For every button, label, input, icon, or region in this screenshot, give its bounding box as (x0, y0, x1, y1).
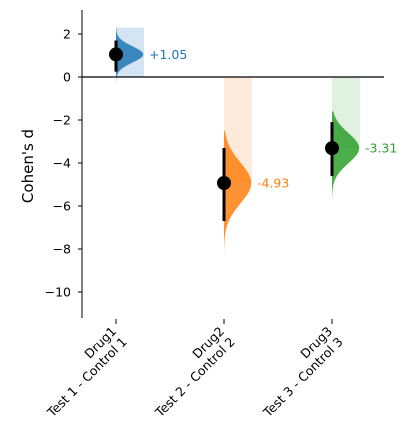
effect-label-2: -4.93 (257, 175, 289, 190)
y-tick-label: −4 (53, 156, 71, 171)
bootstrap-distributions (116, 24, 360, 292)
effect-bands (116, 27, 360, 183)
y-tick-label: −8 (53, 242, 71, 257)
effect-point-1 (109, 47, 123, 62)
distribution-2 (224, 130, 252, 292)
distribution-3 (332, 111, 360, 217)
y-axis-ticks: 2 0 −2 −4 −6 −8 −10 (45, 27, 82, 300)
y-tick-label: 0 (63, 70, 71, 85)
y-tick-label: 2 (63, 27, 71, 42)
y-tick-label: −6 (53, 199, 71, 214)
distribution-1 (116, 24, 144, 84)
x-tick-label-2: Drug2Test 2 - Control 2 (141, 324, 238, 421)
x-tick-label-3: Drug3Test 3 - Control 3 (249, 324, 346, 421)
x-tick-label-1: Drug1Test 1 - Control 1 (33, 324, 130, 421)
effect-markers: +1.05 -4.93 -3.31 (109, 40, 397, 222)
effect-label-3: -3.31 (365, 141, 397, 156)
y-axis-label: Cohen's d (19, 129, 37, 203)
effect-point-3 (325, 141, 339, 156)
effect-point-2 (217, 175, 231, 190)
effect-label-1: +1.05 (149, 47, 187, 62)
x-axis-ticks: Drug1Test 1 - Control 1 Drug2Test 2 - Con… (33, 319, 346, 421)
y-tick-label: −10 (45, 285, 71, 300)
y-tick-label: −2 (53, 113, 71, 128)
